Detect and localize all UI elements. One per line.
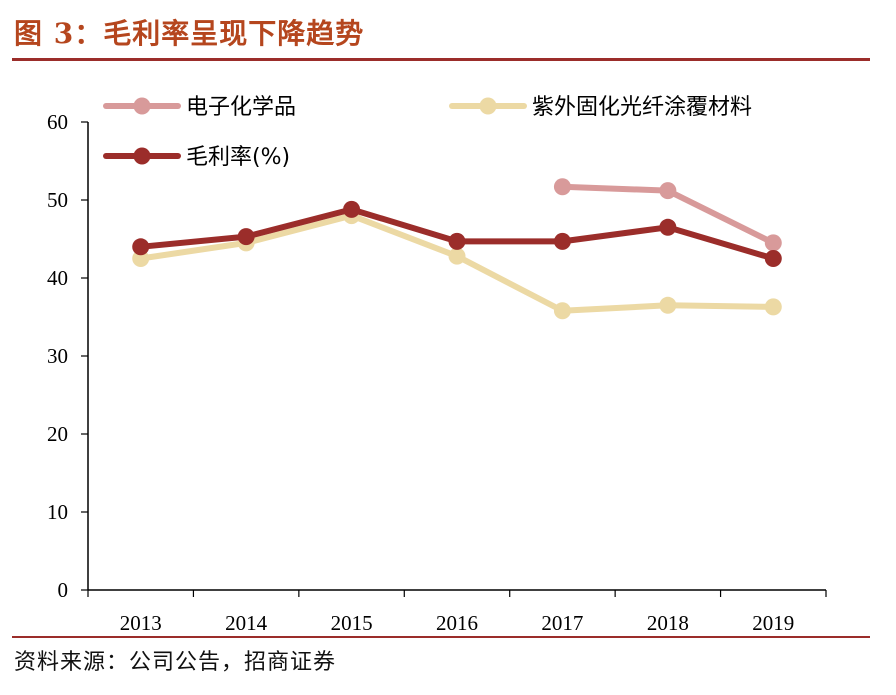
y-tick-label: 10 [47,500,68,524]
y-tick-label: 60 [47,110,68,134]
data-point [132,238,150,256]
series-group [132,178,782,320]
title-rule [12,58,870,61]
x-tick-label: 2014 [225,611,268,635]
axes: 0 10 20 30 40 50 60 2013 2014 2015 2016 2017 2018 201… [47,110,827,635]
series-0 [553,178,782,252]
data-point [764,234,782,252]
series-1 [132,207,782,320]
legend-label: 电子化学品 [186,95,296,120]
x-tick-label: 2013 [120,611,162,635]
legend-swatch-marker [133,147,151,165]
x-tick-label: 2016 [436,611,478,635]
x-tick-label: 2017 [541,611,583,635]
data-point [764,298,782,316]
y-tick-label: 20 [47,422,68,446]
data-point [553,178,571,196]
data-point [237,228,255,246]
y-tick-label: 40 [47,266,68,290]
legend-item: 紫外固化光纤涂覆材料 [449,95,752,120]
legend-swatch-marker [479,97,497,115]
data-point [659,182,677,200]
y-tick-label: 0 [58,578,69,602]
data-point [764,250,782,267]
data-point [448,247,466,265]
data-point [659,296,677,314]
figure-title: 图 3：毛利率呈现下降趋势 [14,17,365,50]
source-note: 资料来源：公司公告，招商证券 [14,650,337,675]
data-point [553,232,571,250]
data-point [343,200,361,218]
x-tick-label: 2015 [331,611,373,635]
series-2 [132,200,782,267]
data-point [448,232,466,250]
y-tick-label: 30 [47,344,68,368]
legend-label: 紫外固化光纤涂覆材料 [532,95,752,120]
data-point [132,250,150,267]
legend-swatch-marker [133,97,151,115]
data-point [553,302,571,320]
source-rule [12,636,870,638]
legend-item: 电子化学品 [103,95,296,120]
x-tick-label: 2019 [752,611,794,635]
data-point [659,218,677,236]
legend-item: 毛利率(%) [103,145,290,170]
x-tick-label: 2018 [647,611,689,635]
y-tick-label: 50 [47,188,68,212]
legend-label: 毛利率(%) [186,145,290,170]
